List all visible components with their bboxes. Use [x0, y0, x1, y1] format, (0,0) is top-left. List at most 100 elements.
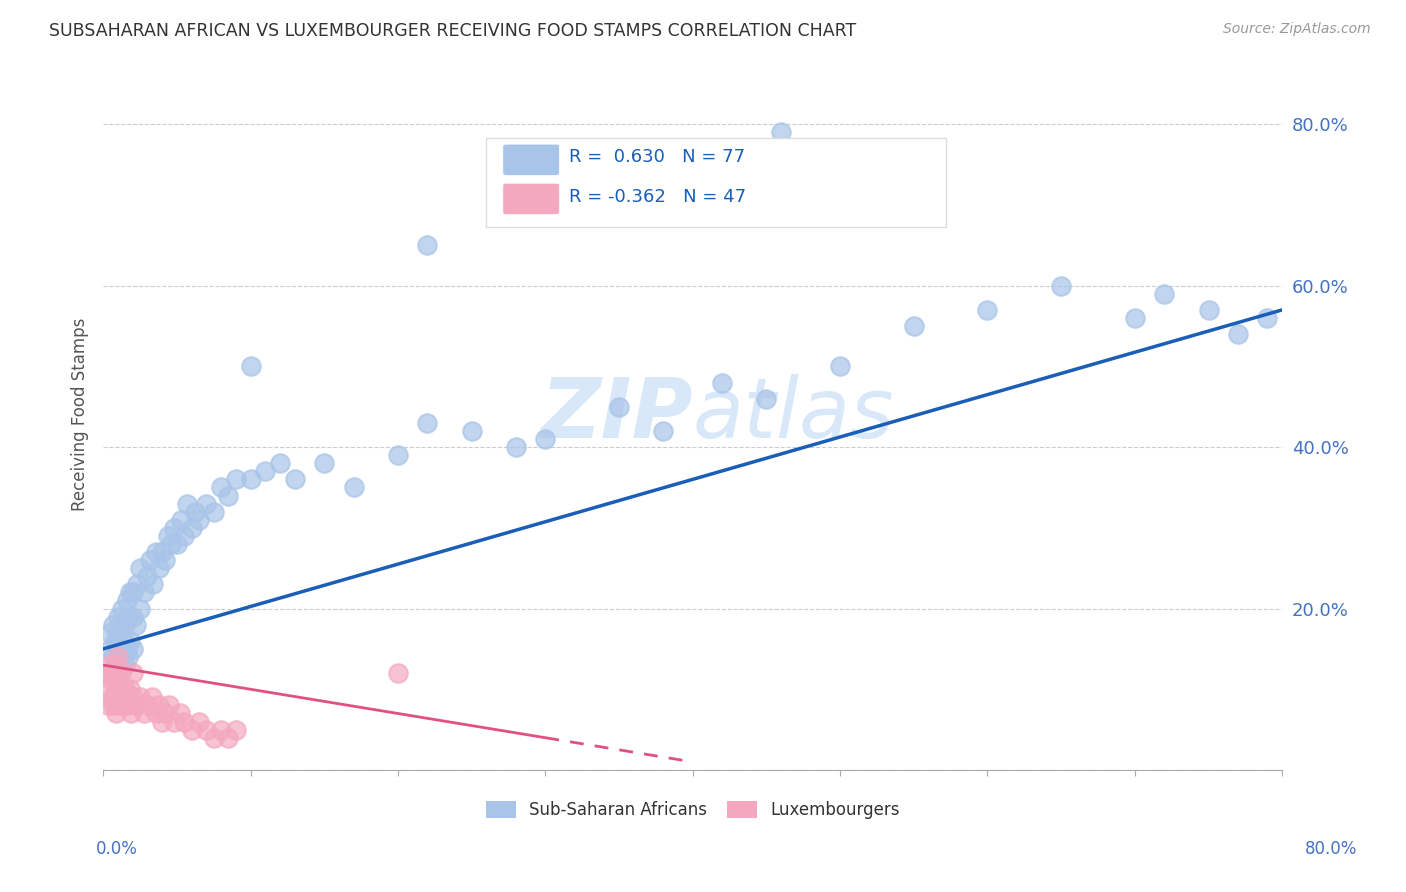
Point — [115, 690, 138, 705]
Point — [239, 359, 262, 374]
Point — [104, 658, 127, 673]
Point — [107, 666, 129, 681]
Point — [169, 706, 191, 721]
Point — [1123, 310, 1146, 325]
Point — [129, 690, 152, 705]
Point — [183, 505, 205, 519]
Point — [115, 593, 138, 607]
Point — [145, 545, 167, 559]
Point — [124, 698, 146, 713]
Point — [160, 537, 183, 551]
Point — [96, 698, 118, 713]
Point — [107, 674, 129, 689]
Point — [153, 553, 176, 567]
Point — [110, 666, 132, 681]
Point — [111, 682, 134, 697]
Point — [173, 529, 195, 543]
Text: Source: ZipAtlas.com: Source: ZipAtlas.com — [1223, 22, 1371, 37]
Text: ZIP: ZIP — [540, 375, 693, 455]
Point — [1050, 278, 1073, 293]
Point — [505, 440, 527, 454]
Point — [114, 617, 136, 632]
Point — [1227, 327, 1250, 342]
FancyBboxPatch shape — [486, 137, 946, 227]
Point — [98, 682, 121, 697]
Point — [170, 513, 193, 527]
Point — [269, 456, 291, 470]
Point — [150, 714, 173, 729]
Point — [142, 577, 165, 591]
Point — [110, 690, 132, 705]
Point — [173, 714, 195, 729]
Point — [239, 472, 262, 486]
Point — [976, 302, 998, 317]
Point — [112, 698, 135, 713]
Point — [176, 497, 198, 511]
Point — [103, 698, 125, 713]
Point — [117, 650, 139, 665]
Point — [121, 641, 143, 656]
Point — [416, 238, 439, 252]
FancyBboxPatch shape — [503, 145, 560, 176]
Point — [104, 690, 127, 705]
Point — [209, 723, 232, 737]
Point — [111, 641, 134, 656]
Legend: Sub-Saharan Africans, Luxembourgers: Sub-Saharan Africans, Luxembourgers — [479, 794, 907, 826]
Point — [187, 513, 209, 527]
Point — [104, 658, 127, 673]
Point — [134, 585, 156, 599]
Point — [136, 698, 159, 713]
Point — [103, 650, 125, 665]
Point — [284, 472, 307, 486]
Point — [112, 633, 135, 648]
Point — [101, 674, 124, 689]
Point — [150, 545, 173, 559]
Text: atlas: atlas — [693, 375, 894, 455]
Point — [607, 400, 630, 414]
Y-axis label: Receiving Food Stamps: Receiving Food Stamps — [72, 318, 89, 511]
Point — [100, 658, 122, 673]
Point — [187, 714, 209, 729]
Point — [100, 641, 122, 656]
Point — [104, 633, 127, 648]
Point — [1256, 310, 1278, 325]
Text: SUBSAHARAN AFRICAN VS LUXEMBOURGER RECEIVING FOOD STAMPS CORRELATION CHART: SUBSAHARAN AFRICAN VS LUXEMBOURGER RECEI… — [49, 22, 856, 40]
Point — [534, 432, 557, 446]
Point — [115, 641, 138, 656]
Point — [139, 553, 162, 567]
Point — [105, 706, 128, 721]
Point — [195, 723, 218, 737]
Point — [124, 617, 146, 632]
Point — [136, 569, 159, 583]
Point — [225, 723, 247, 737]
Point — [202, 505, 225, 519]
Point — [121, 690, 143, 705]
Point — [145, 706, 167, 721]
Point — [100, 625, 122, 640]
Point — [120, 706, 142, 721]
Text: R =  0.630   N = 77: R = 0.630 N = 77 — [569, 148, 745, 166]
Point — [148, 698, 170, 713]
Point — [163, 714, 186, 729]
Point — [755, 392, 778, 406]
Point — [118, 585, 141, 599]
Point — [180, 521, 202, 535]
Point — [225, 472, 247, 486]
Point — [125, 577, 148, 591]
Point — [111, 601, 134, 615]
Point — [387, 448, 409, 462]
Point — [134, 706, 156, 721]
Point — [163, 521, 186, 535]
Point — [166, 537, 188, 551]
Point — [103, 666, 125, 681]
Text: 80.0%: 80.0% — [1305, 840, 1357, 858]
Point — [770, 125, 793, 139]
Point — [107, 698, 129, 713]
Point — [107, 641, 129, 656]
Point — [107, 625, 129, 640]
Text: 0.0%: 0.0% — [96, 840, 138, 858]
Point — [180, 723, 202, 737]
Point — [107, 650, 129, 665]
Point — [195, 497, 218, 511]
Point — [129, 561, 152, 575]
